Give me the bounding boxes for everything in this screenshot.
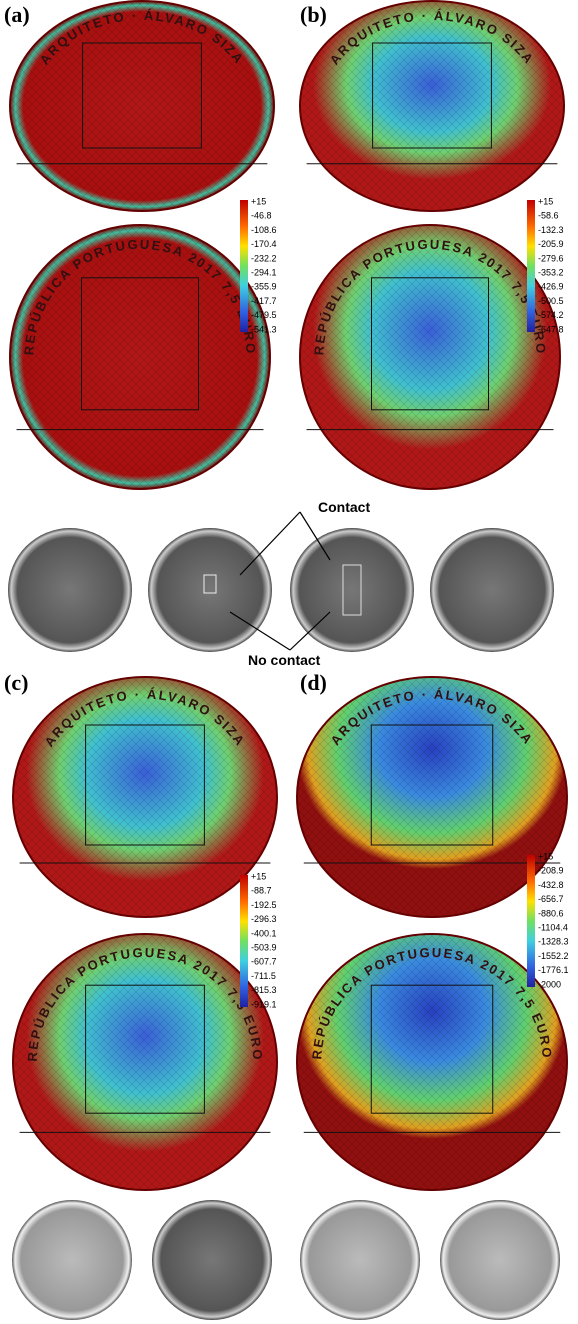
colorbar-label: +15 bbox=[251, 871, 266, 881]
coin-photo bbox=[12, 1200, 132, 1320]
coin-motif bbox=[371, 277, 489, 411]
colorbar-label: -205.9 bbox=[538, 239, 564, 249]
colorbar-label: -279.6 bbox=[538, 253, 564, 263]
colorbar-label: -170.4 bbox=[251, 239, 277, 249]
fem-mesh bbox=[297, 934, 567, 1190]
colorbar-label: -88.7 bbox=[251, 886, 272, 896]
coin-motif bbox=[82, 42, 202, 149]
fem-mesh bbox=[10, 1, 274, 211]
coin-photo bbox=[300, 1200, 420, 1320]
colorbar-label: -647.8 bbox=[538, 324, 564, 334]
colorbar-label: -355.9 bbox=[251, 282, 277, 292]
coin-photo bbox=[8, 528, 132, 652]
colorbar-label: -815.3 bbox=[251, 985, 277, 995]
colorbar-label: -46.8 bbox=[251, 211, 272, 221]
coin-photo bbox=[290, 528, 414, 652]
colorbar bbox=[527, 200, 535, 332]
panel-label: (d) bbox=[300, 670, 327, 695]
coin-motif bbox=[370, 724, 494, 846]
fem-mesh bbox=[13, 677, 277, 917]
colorbar-label: -432.8 bbox=[538, 880, 564, 890]
colorbar bbox=[240, 875, 248, 1007]
coin-motif bbox=[85, 984, 205, 1114]
annotation: Contact bbox=[318, 499, 370, 515]
colorbar-label: -503.9 bbox=[251, 942, 277, 952]
colorbar-label: -711.5 bbox=[251, 971, 276, 981]
coin-photo bbox=[148, 528, 272, 652]
colorbar-label: +15 bbox=[251, 196, 266, 206]
colorbar-label: -294.1 bbox=[251, 267, 277, 277]
colorbar-label: -2000 bbox=[538, 979, 561, 989]
annotation: No contact bbox=[248, 652, 321, 668]
fem-mesh bbox=[300, 1, 564, 211]
colorbar-label: -919.1 bbox=[251, 999, 277, 1009]
colorbar-label: -1776.1 bbox=[538, 965, 569, 975]
colorbar-label: -108.6 bbox=[251, 225, 277, 235]
colorbar-label: -400.1 bbox=[251, 928, 277, 938]
colorbar-label: -208.9 bbox=[538, 866, 564, 876]
colorbar-label: -1104.4 bbox=[538, 922, 568, 932]
panel-label: (b) bbox=[300, 2, 327, 27]
colorbar-label: -1552.2 bbox=[538, 951, 569, 961]
fem-mesh bbox=[297, 677, 567, 917]
colorbar bbox=[527, 855, 535, 987]
coin-motif bbox=[81, 277, 199, 411]
photos bbox=[8, 528, 560, 1320]
panel-label: (c) bbox=[4, 670, 28, 695]
colorbar-label: -500.5 bbox=[538, 296, 564, 306]
fem-mesh bbox=[13, 934, 277, 1190]
colorbar-label: -132.3 bbox=[538, 225, 564, 235]
fem-mesh bbox=[300, 225, 560, 489]
photo-detail bbox=[203, 574, 217, 594]
colorbar-label: -232.2 bbox=[251, 253, 277, 263]
coin-photo bbox=[152, 1200, 272, 1320]
colorbar-label: -296.3 bbox=[251, 914, 277, 924]
colorbar-label: -426.9 bbox=[538, 282, 564, 292]
colorbar-label: -1328.3 bbox=[538, 937, 569, 947]
colorbar-label: -574.2 bbox=[538, 310, 564, 320]
colorbar-label: +15 bbox=[538, 851, 553, 861]
coin-motif bbox=[372, 42, 492, 149]
coin-motif bbox=[85, 724, 205, 846]
annotation-lines bbox=[229, 511, 331, 651]
colorbar-label: -656.7 bbox=[538, 894, 564, 904]
colorbar-label: -541.3 bbox=[251, 324, 277, 334]
colorbar-label: -192.5 bbox=[251, 900, 277, 910]
coin-motif bbox=[370, 984, 494, 1114]
panel-label: (a) bbox=[4, 2, 30, 27]
fem-mesh bbox=[10, 225, 270, 489]
coin-photo bbox=[430, 528, 554, 652]
coin-photo bbox=[440, 1200, 560, 1320]
colorbar-label: -479.5 bbox=[251, 310, 277, 320]
colorbar bbox=[240, 200, 248, 332]
colorbar-label: -58.6 bbox=[538, 211, 559, 221]
colorbar-label: -607.7 bbox=[251, 957, 277, 967]
photo-detail bbox=[342, 564, 362, 616]
colorbar-label: -880.6 bbox=[538, 908, 564, 918]
colorbar-label: -353.2 bbox=[538, 267, 564, 277]
colorbar-label: +15 bbox=[538, 196, 553, 206]
colorbar-label: -417.7 bbox=[251, 296, 277, 306]
